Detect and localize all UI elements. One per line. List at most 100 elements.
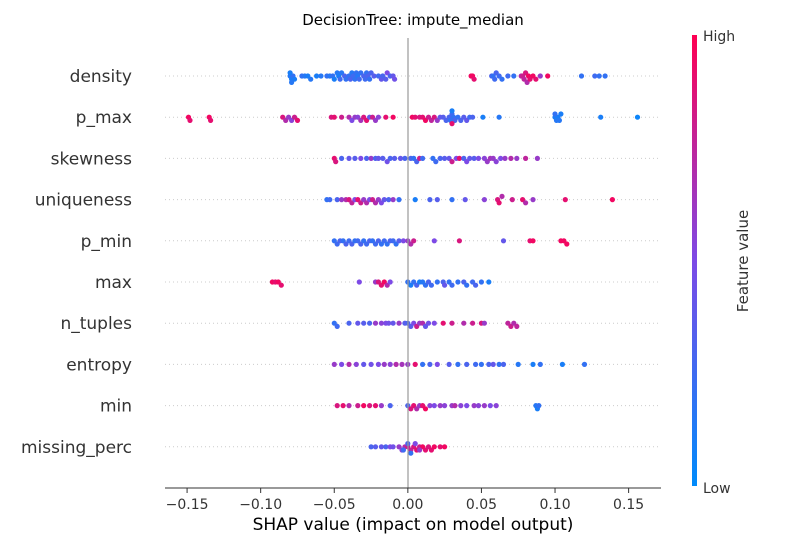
data-point — [449, 197, 455, 203]
data-point — [289, 79, 295, 85]
data-point — [475, 155, 482, 161]
data-point — [455, 279, 461, 285]
data-point — [420, 155, 426, 161]
data-point — [446, 361, 452, 367]
feature-label: skewness — [51, 149, 133, 169]
data-point — [412, 361, 418, 367]
data-point — [464, 282, 470, 288]
data-point — [470, 114, 476, 120]
data-point — [375, 361, 381, 367]
data-point — [473, 361, 479, 367]
data-point — [339, 361, 345, 367]
colorbar: High Low Feature value — [692, 29, 752, 497]
data-point — [449, 282, 455, 288]
data-point — [471, 76, 477, 82]
feature-label: max — [95, 273, 132, 293]
data-point — [498, 155, 504, 161]
data-point — [400, 447, 406, 453]
data-point — [427, 197, 433, 203]
data-point — [353, 361, 359, 367]
data-point — [371, 73, 377, 79]
data-point — [500, 361, 507, 367]
feature-label: n_tuples — [60, 314, 132, 334]
data-point — [493, 403, 499, 409]
x-tick-label: 0.10 — [539, 497, 570, 513]
data-point — [392, 155, 398, 161]
data-point — [434, 361, 440, 367]
data-point — [396, 320, 402, 326]
data-point — [340, 403, 346, 409]
data-point — [534, 155, 541, 161]
data-point — [428, 282, 434, 288]
data-point — [596, 73, 602, 79]
x-axis-ticks: −0.15 −0.10 −0.05 0.00 0.05 0.10 0.15 — [166, 488, 644, 513]
feature-label: uniqueness — [35, 191, 132, 211]
data-point — [461, 320, 467, 326]
data-point — [481, 197, 487, 203]
data-point — [346, 403, 352, 409]
data-point — [456, 238, 462, 244]
data-point — [492, 76, 498, 82]
data-point — [412, 197, 418, 203]
data-point — [392, 76, 398, 82]
data-point — [411, 238, 417, 244]
data-point — [358, 155, 364, 161]
data-point — [337, 76, 343, 82]
data-point — [361, 320, 367, 326]
data-point — [452, 403, 458, 409]
data-point — [339, 114, 345, 120]
data-point — [368, 155, 374, 161]
data-point — [431, 444, 437, 450]
data-point — [480, 114, 486, 120]
data-point — [427, 361, 433, 367]
data-point — [514, 323, 520, 329]
data-point — [364, 155, 370, 161]
data-point — [420, 361, 426, 367]
data-point — [431, 238, 437, 244]
data-point — [493, 159, 499, 165]
data-point — [478, 279, 484, 285]
data-point — [523, 155, 529, 161]
data-point — [486, 279, 492, 285]
feature-label: entropy — [66, 355, 132, 375]
data-point — [508, 155, 514, 161]
x-tick-label: 0.15 — [613, 497, 644, 513]
data-point — [346, 320, 352, 326]
data-point — [422, 406, 429, 412]
x-tick-label: −0.10 — [239, 497, 282, 513]
data-point — [278, 282, 284, 288]
data-point — [367, 403, 373, 409]
x-tick-label: 0.00 — [392, 497, 423, 513]
feature-label: min — [100, 397, 132, 417]
data-point — [471, 155, 477, 161]
data-point — [417, 447, 423, 453]
data-point — [530, 361, 536, 367]
data-point — [331, 114, 337, 120]
data-point — [412, 441, 418, 447]
data-points — [185, 70, 641, 456]
data-point — [378, 320, 384, 326]
data-point — [437, 444, 443, 450]
feature-label: density — [70, 67, 132, 87]
data-point — [412, 114, 418, 120]
data-point — [511, 73, 517, 79]
data-point — [331, 361, 337, 367]
data-point — [327, 197, 333, 203]
data-point — [478, 361, 484, 367]
data-point — [533, 76, 539, 82]
data-point — [471, 403, 477, 409]
data-point — [509, 197, 515, 203]
data-point — [581, 361, 588, 367]
data-point — [545, 73, 551, 79]
data-point — [530, 238, 536, 244]
data-point — [536, 403, 542, 409]
data-point — [499, 193, 505, 199]
data-point — [318, 73, 324, 79]
data-point — [346, 155, 352, 161]
data-point — [346, 361, 352, 367]
data-point — [387, 155, 393, 161]
data-point — [381, 197, 387, 203]
feature-label: missing_perc — [21, 438, 132, 458]
data-point — [440, 320, 446, 326]
